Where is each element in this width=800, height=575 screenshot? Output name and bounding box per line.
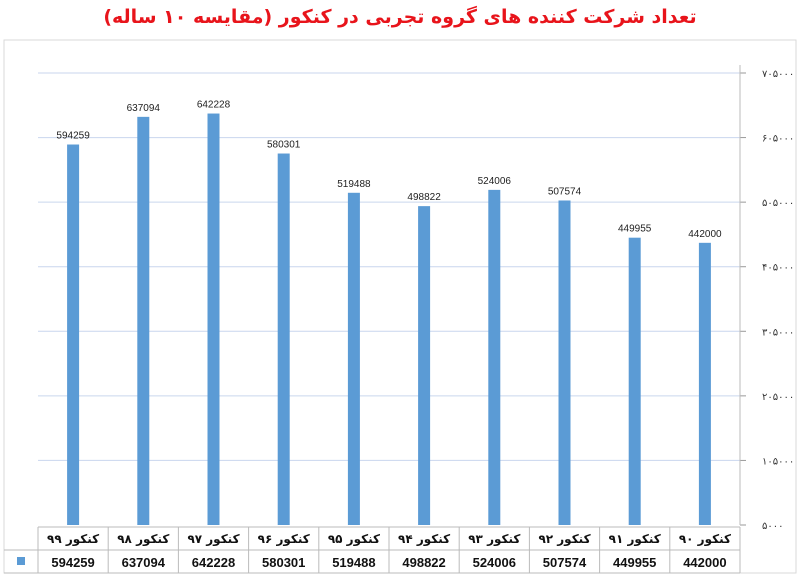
bar	[488, 189, 501, 525]
data-label: 449955	[618, 224, 652, 235]
y-tick-label: ۷۰۵۰۰۰	[762, 69, 794, 80]
bar	[207, 113, 220, 525]
y-tick-label: ۱۰۵۰۰۰	[762, 456, 794, 467]
table-value: 442000	[683, 555, 726, 570]
table-value: 498822	[402, 555, 445, 570]
chart-border	[3, 39, 797, 574]
bar	[347, 192, 360, 525]
category-label: کنکور ۹۸	[117, 532, 169, 547]
category-label: کنکور ۹۱	[609, 532, 661, 547]
table-value: 594259	[51, 555, 94, 570]
table-value: 580301	[262, 555, 305, 570]
bar	[277, 153, 290, 525]
category-label: کنکور ۹۶	[258, 532, 310, 547]
bar	[137, 116, 150, 526]
category-label: کنکور ۹۹	[47, 532, 99, 547]
category-label: کنکور ۹۴	[398, 532, 450, 547]
category-label: کنکور ۹۵	[328, 532, 380, 547]
data-label: 498822	[407, 192, 441, 203]
data-label: 637094	[127, 103, 161, 114]
category-label: کنکور ۹۲	[538, 532, 590, 547]
data-label: 594259	[56, 131, 90, 142]
data-label: 524006	[478, 176, 512, 187]
data-label: 507574	[548, 186, 582, 197]
y-tick-label: ۵۰۰۰	[762, 521, 783, 532]
data-label: 519488	[337, 179, 371, 190]
chart-title: تعداد شرکت کننده های گروه تجربی در کنکور…	[103, 6, 697, 28]
y-tick-label: ۵۰۵۰۰۰	[762, 198, 794, 209]
bar	[628, 237, 641, 525]
y-tick-label: ۳۰۵۰۰۰	[762, 327, 794, 338]
legend-key	[17, 557, 25, 565]
table-value: 449955	[613, 555, 656, 570]
category-label: کنکور ۹۳	[468, 532, 520, 547]
data-label: 580301	[267, 140, 301, 151]
table-value: 642228	[192, 555, 235, 570]
bar	[558, 200, 571, 526]
table-value: 637094	[122, 555, 166, 570]
bar	[418, 206, 431, 525]
category-label: کنکور ۹۷	[187, 532, 239, 547]
table-value: 524006	[473, 555, 516, 570]
bar	[67, 144, 80, 525]
table-value: 519488	[332, 555, 375, 570]
bar	[698, 242, 711, 525]
y-tick-label: ۲۰۵۰۰۰	[762, 392, 794, 403]
data-label: 442000	[688, 229, 722, 240]
data-label: 642228	[197, 100, 231, 111]
table-value: 507574	[543, 555, 587, 570]
y-tick-label: ۶۰۵۰۰۰	[762, 134, 794, 145]
y-tick-label: ۴۰۵۰۰۰	[762, 263, 794, 274]
category-label: کنکور ۹۰	[679, 532, 731, 547]
